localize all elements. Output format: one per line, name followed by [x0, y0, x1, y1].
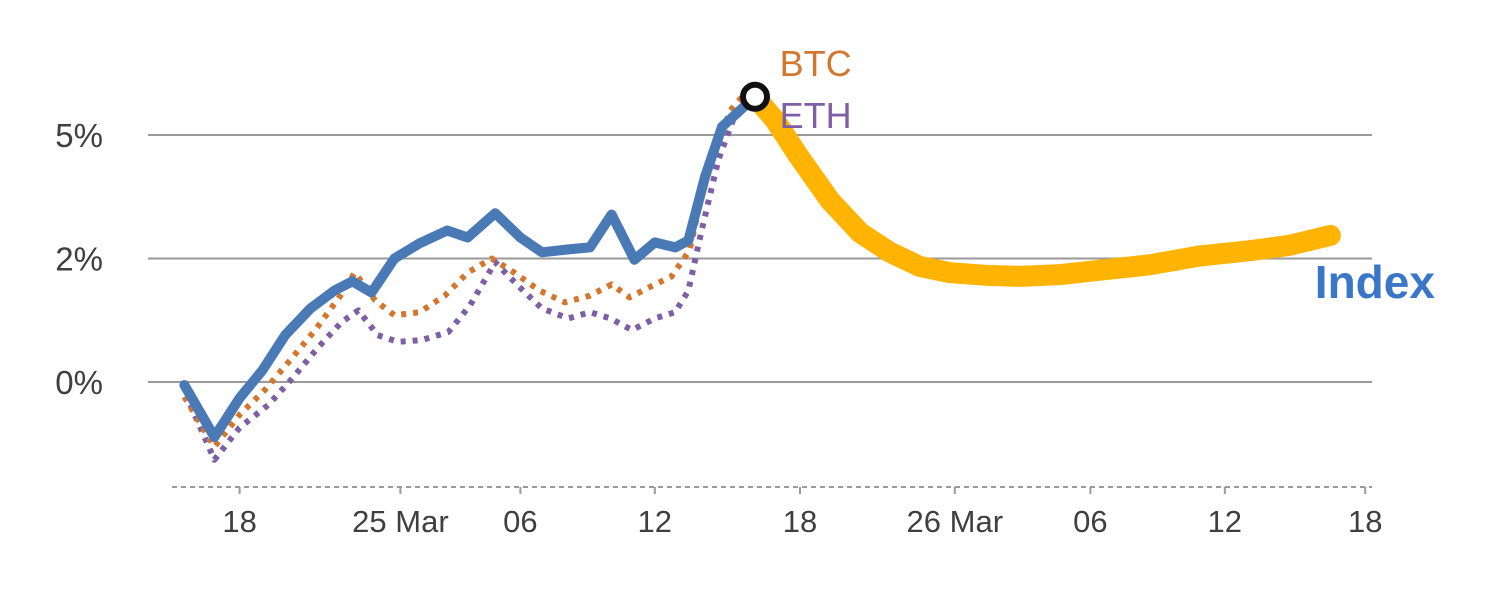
y-tick-label: 5% — [55, 117, 103, 154]
x-tick-label: 12 — [638, 504, 672, 539]
series-line-btc — [181, 91, 748, 450]
x-tick-label: 06 — [1073, 504, 1107, 539]
x-tick-label: 25 Mar — [352, 504, 448, 539]
x-tick-label: 18 — [1348, 504, 1382, 539]
y-tick-label: 0% — [55, 364, 103, 401]
x-tick-label: 26 Mar — [907, 504, 1003, 539]
series-line-forecast — [744, 86, 1341, 287]
series-label-btc: BTC — [780, 43, 852, 84]
series-line-eth — [187, 97, 751, 463]
series-line-index — [179, 91, 760, 442]
series-label-eth: ETH — [780, 95, 852, 136]
x-tick-label: 18 — [783, 504, 817, 539]
x-tick-label: 12 — [1208, 504, 1242, 539]
series-label-index: Index — [1315, 256, 1436, 308]
peak-marker — [740, 81, 770, 112]
x-tick-label: 06 — [503, 504, 537, 539]
y-tick-label: 2% — [55, 241, 103, 278]
x-tick-label: 18 — [222, 504, 256, 539]
